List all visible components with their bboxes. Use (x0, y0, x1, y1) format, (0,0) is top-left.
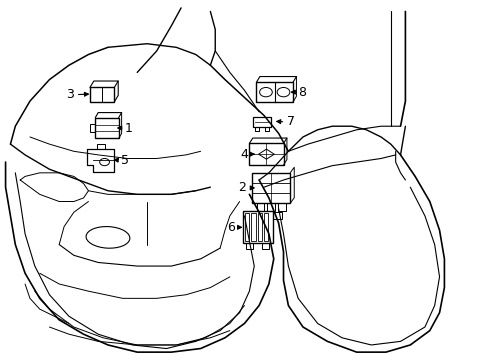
Bar (244, 213, 249, 241)
Text: 5: 5 (121, 154, 129, 167)
Bar (95, 118, 119, 138)
Bar (267, 203, 275, 211)
Bar (90, 125, 95, 132)
Bar (256, 203, 264, 211)
Bar (264, 213, 268, 241)
Bar (90, 87, 114, 102)
Text: 8: 8 (297, 86, 305, 99)
Text: 7: 7 (287, 116, 295, 129)
Bar (256, 82, 292, 102)
Text: 1: 1 (124, 122, 132, 135)
Bar (272, 212, 281, 219)
Text: 4: 4 (240, 148, 248, 161)
Bar (252, 173, 290, 203)
Bar (246, 243, 253, 249)
Bar (251, 213, 255, 241)
Bar (249, 143, 283, 165)
Text: 2: 2 (238, 181, 245, 194)
Bar (252, 117, 271, 127)
Bar (262, 243, 268, 249)
Bar (257, 213, 262, 241)
Bar (278, 203, 285, 211)
Text: 6: 6 (226, 221, 234, 234)
Bar (242, 211, 272, 243)
Text: 3: 3 (66, 88, 74, 101)
